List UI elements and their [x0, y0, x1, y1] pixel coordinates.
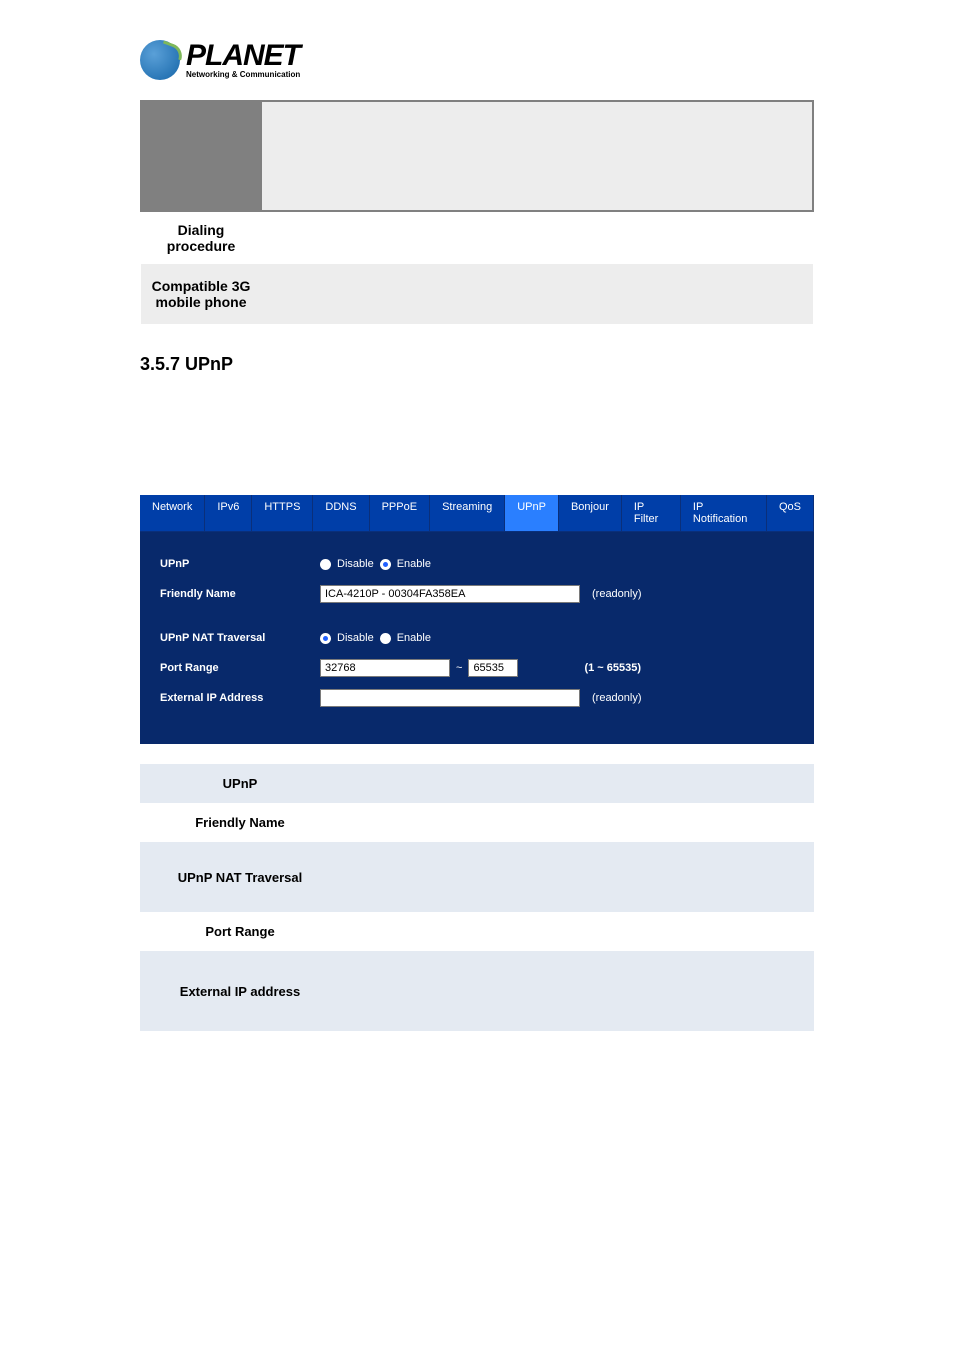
- desc-upnp-text: [340, 764, 814, 803]
- tab-https[interactable]: HTTPS: [252, 495, 313, 531]
- desc-external-ip: External IP address: [140, 951, 340, 1031]
- tab-ipv6[interactable]: IPv6: [205, 495, 252, 531]
- tab-bar: Network IPv6 HTTPS DDNS PPPoE Streaming …: [140, 495, 814, 532]
- tab-ddns[interactable]: DDNS: [313, 495, 369, 531]
- desc-port-range: Port Range: [140, 912, 340, 951]
- desc-external-ip-text: [340, 951, 814, 1031]
- tab-upnp[interactable]: UPnP: [505, 495, 559, 531]
- friendly-name-label: Friendly Name: [160, 588, 320, 600]
- external-ip-readonly: (readonly): [592, 692, 642, 704]
- port-range-from-input[interactable]: [320, 659, 450, 677]
- logo-text: PLANET Networking & Communication: [186, 41, 300, 79]
- dialing-table: Dialing procedure Compatible 3G mobile p…: [140, 100, 814, 324]
- upnp-enable-label: Enable: [397, 558, 431, 570]
- nat-disable-radio[interactable]: [320, 633, 331, 644]
- nat-enable-label: Enable: [397, 632, 431, 644]
- desc-nat: UPnP NAT Traversal: [140, 842, 340, 912]
- tab-qos[interactable]: QoS: [767, 495, 814, 531]
- port-range-to-input[interactable]: [468, 659, 518, 677]
- desc-friendly-name-text: [340, 803, 814, 842]
- table1-row0-right: [261, 101, 813, 211]
- tab-network[interactable]: Network: [140, 495, 205, 531]
- port-range-sep: ~: [456, 662, 462, 674]
- upnp-panel: UPnP Disable Enable Friendly Name (reado…: [140, 532, 814, 744]
- table1-row2-right: [261, 264, 813, 324]
- upnp-enable-radio[interactable]: [380, 559, 391, 570]
- friendly-name-input: [320, 585, 580, 603]
- table1-row0-left: [141, 101, 261, 211]
- upnp-label: UPnP: [160, 558, 320, 570]
- tab-streaming[interactable]: Streaming: [430, 495, 505, 531]
- nat-disable-label: Disable: [337, 632, 374, 644]
- nat-enable-radio[interactable]: [380, 633, 391, 644]
- desc-nat-text: [340, 842, 814, 912]
- tab-ipfilter[interactable]: IP Filter: [622, 495, 681, 531]
- desc-port-range-text: [340, 912, 814, 951]
- desc-upnp: UPnP: [140, 764, 340, 803]
- port-range-label: Port Range: [160, 662, 320, 674]
- tab-pppoe[interactable]: PPPoE: [370, 495, 430, 531]
- desc-friendly-name: Friendly Name: [140, 803, 340, 842]
- table1-row2-left: Compatible 3G mobile phone: [141, 264, 261, 324]
- logo-tagline: Networking & Communication: [186, 71, 300, 79]
- nat-label: UPnP NAT Traversal: [160, 632, 320, 644]
- port-range-hint: (1 ~ 65535): [584, 662, 641, 674]
- tab-ipnotification[interactable]: IP Notification: [681, 495, 767, 531]
- external-ip-input: [320, 689, 580, 707]
- description-table: UPnP Friendly Name UPnP NAT Traversal Po…: [140, 764, 814, 1031]
- friendly-name-readonly: (readonly): [592, 588, 642, 600]
- section-heading: 3.5.7 UPnP: [140, 354, 814, 375]
- table1-row1-right: [261, 211, 813, 264]
- planet-globe-icon: [140, 40, 180, 80]
- table1-row1-left: Dialing procedure: [141, 211, 261, 264]
- tab-bonjour[interactable]: Bonjour: [559, 495, 622, 531]
- external-ip-label: External IP Address: [160, 692, 320, 704]
- logo: PLANET Networking & Communication: [140, 40, 814, 80]
- logo-name: PLANET: [186, 41, 300, 71]
- upnp-disable-radio[interactable]: [320, 559, 331, 570]
- upnp-screenshot: Network IPv6 HTTPS DDNS PPPoE Streaming …: [140, 495, 814, 744]
- upnp-disable-label: Disable: [337, 558, 374, 570]
